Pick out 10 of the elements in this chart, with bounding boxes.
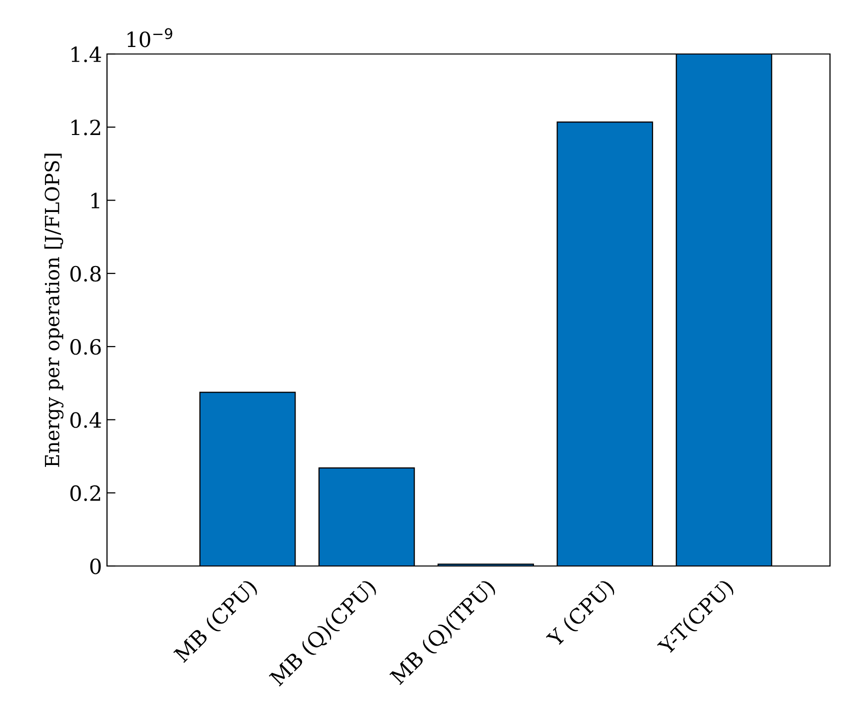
y-tick-label: 0.8	[70, 266, 101, 282]
y-tick-label: 0.4	[70, 412, 102, 428]
y-axis-title: Energy per operation [J/FLOPS]	[44, 154, 64, 467]
y-tick-label: 1.2	[72, 120, 100, 136]
y-tick-label: 1.4	[72, 46, 102, 62]
y-tick-label: 0	[90, 558, 101, 574]
y-tick-label: 1	[91, 192, 100, 208]
text: 10$^{−9}$	[128, 28, 172, 48]
y-tick-label: 0.6	[70, 339, 101, 355]
y-tick-label: 0.2	[70, 485, 100, 502]
